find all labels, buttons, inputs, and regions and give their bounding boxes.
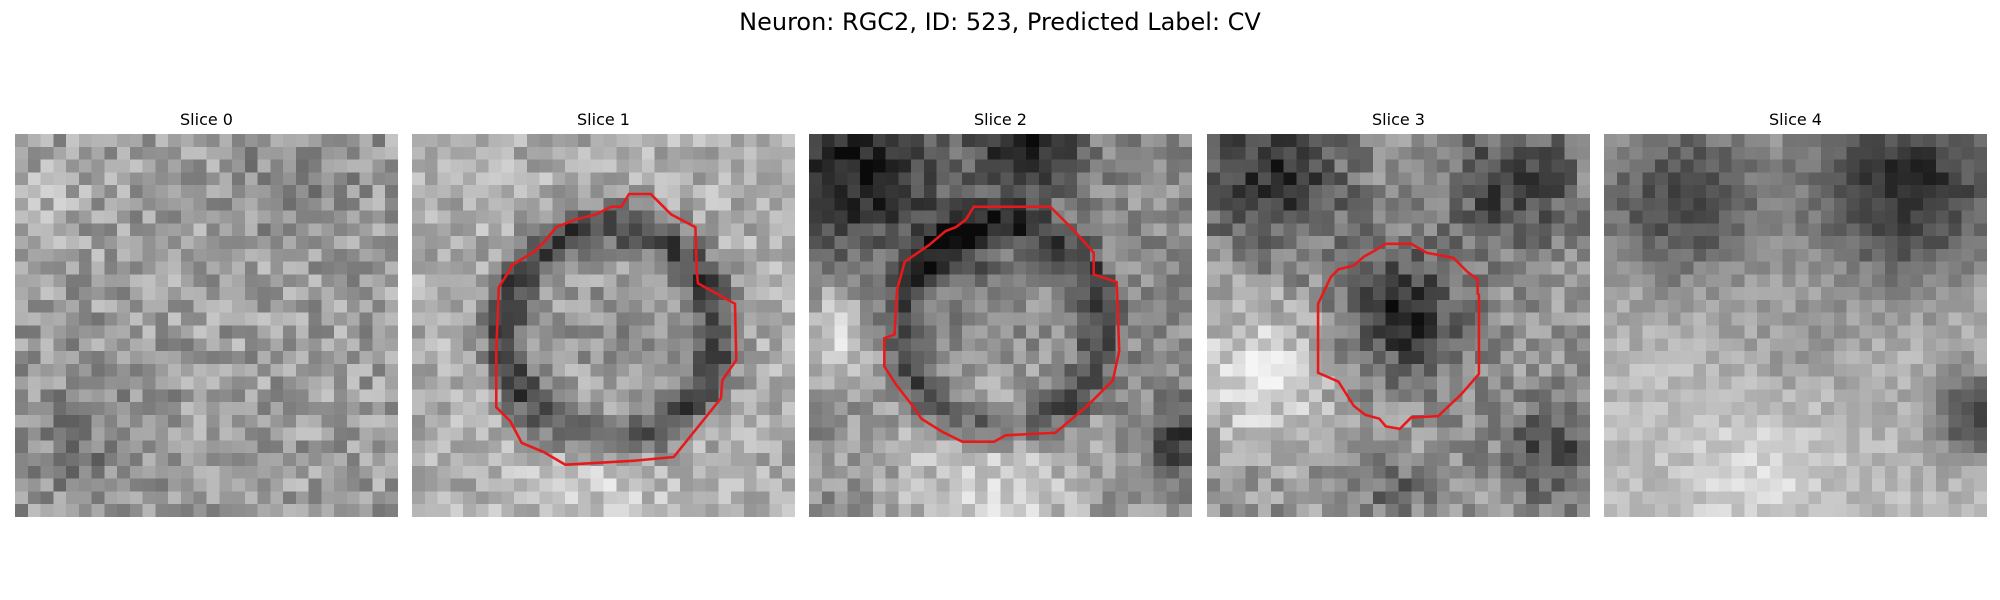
slice-2-title: Slice 2 <box>974 110 1027 129</box>
slice-1-image <box>412 134 795 517</box>
slice-3-contour <box>1316 242 1481 431</box>
slice-2-image <box>809 134 1192 517</box>
slice-4-title: Slice 4 <box>1769 110 1822 129</box>
slice-3-image <box>1207 134 1590 517</box>
slice-2-pixels <box>809 134 1192 517</box>
slice-0-title: Slice 0 <box>180 110 233 129</box>
slice-1-title: Slice 1 <box>577 110 630 129</box>
slice-3-pixels <box>1207 134 1590 517</box>
slice-3-title: Slice 3 <box>1372 110 1425 129</box>
slice-2-contour <box>883 205 1121 443</box>
slice-0-image <box>15 134 398 517</box>
slice-0-pixels <box>15 134 398 517</box>
slice-1-pixels <box>412 134 795 517</box>
slice-4-pixels <box>1604 134 1987 517</box>
slice-4-image <box>1604 134 1987 517</box>
slice-1-contour <box>494 192 738 466</box>
figure-title: Neuron: RGC2, ID: 523, Predicted Label: … <box>739 8 1261 36</box>
